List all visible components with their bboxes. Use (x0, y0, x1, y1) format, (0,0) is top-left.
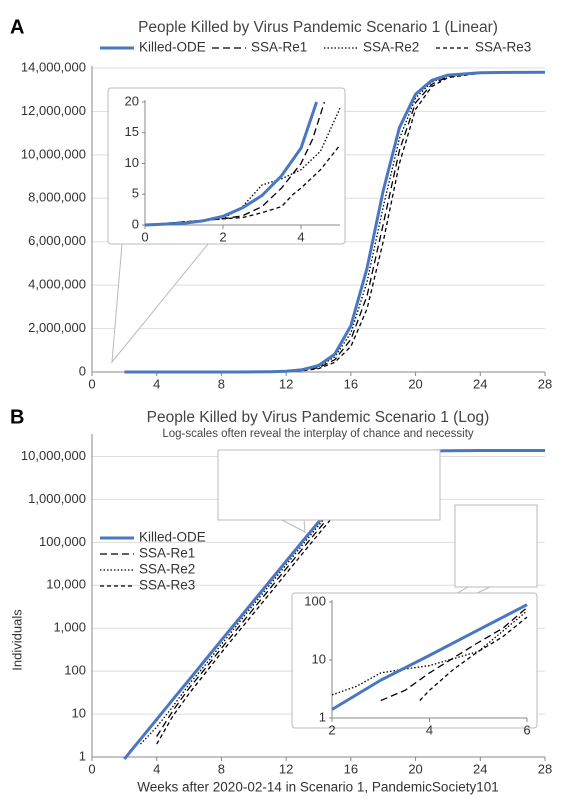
legend-label: Killed-ODE (139, 530, 206, 545)
y-tick-label: 10,000,000 (21, 448, 86, 463)
x-axis-label: Weeks after 2020-02-14 in Scenario 1, Pa… (137, 780, 498, 795)
panel-a: 0 2,000,000 4,000,000 6,000,000 8,000,000 10,… (10, 16, 552, 391)
x-tick-label: 24 (473, 376, 487, 391)
x-tick-label: 4 (153, 761, 160, 776)
legend-label: Killed-ODE (139, 40, 206, 55)
y-tick-label: 100 (304, 593, 326, 608)
y-tick-label: 0 (132, 216, 139, 231)
inset-a: 0 5 10 15 20 0 2 4 (125, 93, 341, 244)
inset-frame (107, 87, 346, 245)
x-tick-label: 6 (523, 722, 530, 737)
series-line (144, 101, 319, 227)
y-tick-label: 15 (125, 124, 139, 139)
y-tick-label: 0 (79, 363, 86, 378)
x-tick-label: 2 (328, 722, 335, 737)
x-tick-label: 0 (88, 761, 95, 776)
y-tick-label: 1 (79, 748, 86, 763)
annotation-box (454, 504, 538, 588)
y-tick-label: 12,000,000 (21, 103, 86, 118)
y-tick-label: 14,000,000 (21, 59, 86, 74)
y-tick-label: 10 (312, 651, 326, 666)
series-line (124, 70, 546, 374)
y-tick-label: 1,000 (53, 620, 86, 635)
legend-label: SSA-Re1 (139, 546, 195, 561)
y-tick-label: 10 (72, 706, 86, 721)
x-tick-label: 8 (218, 376, 225, 391)
x-tick-label: 8 (218, 761, 225, 776)
series-line (156, 449, 545, 745)
panel-label: B (10, 406, 24, 428)
chart-subtitle: Log-scales often reveal the interplay of… (162, 428, 474, 440)
x-tick-label: 24 (473, 761, 487, 776)
legend-label: SSA-Re3 (139, 578, 195, 593)
legend-label: SSA-Re1 (251, 40, 307, 55)
y-tick-label: 5 (132, 186, 139, 201)
chart-title: People Killed by Virus Pandemic Scenario… (147, 409, 490, 426)
legend-label: SSA-Re2 (363, 40, 419, 55)
y-tick-label: 10,000,000 (21, 146, 86, 161)
chart-title: People Killed by Virus Pandemic Scenario… (138, 19, 498, 36)
x-tick-label: 12 (279, 376, 293, 391)
x-tick-label: 4 (426, 722, 433, 737)
x-tick-label: 20 (408, 761, 422, 776)
series-line (331, 603, 528, 711)
x-tick-label: 0 (88, 376, 95, 391)
x-tick-label: 16 (344, 761, 358, 776)
series-line (380, 607, 528, 702)
y-tick-label: 20 (125, 93, 139, 108)
x-tick-label: 4 (297, 229, 304, 244)
x-tick-label: 28 (538, 761, 552, 776)
legend-label: SSA-Re2 (139, 562, 195, 577)
y-tick-label: 4,000,000 (28, 277, 86, 292)
y-tick-label: 1 (319, 709, 326, 724)
x-tick-label: 12 (279, 761, 293, 776)
annotation-box (217, 449, 441, 521)
legend-label: SSA-Re3 (475, 40, 531, 55)
y-axis-label: Individuals (9, 609, 24, 671)
y-tick-label: 10,000 (46, 577, 86, 592)
inset-b: 1 10 100 2 4 6 (304, 593, 530, 737)
panel-label: A (10, 16, 24, 38)
x-tick-label: 4 (153, 376, 160, 391)
y-tick-label: 6,000,000 (28, 233, 86, 248)
y-tick-label: 2,000,000 (28, 320, 86, 335)
inset-frame (291, 592, 538, 729)
y-tick-label: 100 (64, 663, 86, 678)
x-tick-label: 20 (408, 376, 422, 391)
x-tick-label: 28 (538, 376, 552, 391)
y-tick-label: 1,000,000 (28, 491, 86, 506)
y-tick-label: 10 (125, 155, 139, 170)
x-tick-label: 16 (344, 376, 358, 391)
x-tick-label: 0 (141, 229, 148, 244)
y-tick-label: 8,000,000 (28, 190, 86, 205)
x-tick-label: 2 (219, 229, 226, 244)
series-line (144, 107, 341, 226)
y-tick-label: 100,000 (39, 534, 86, 549)
